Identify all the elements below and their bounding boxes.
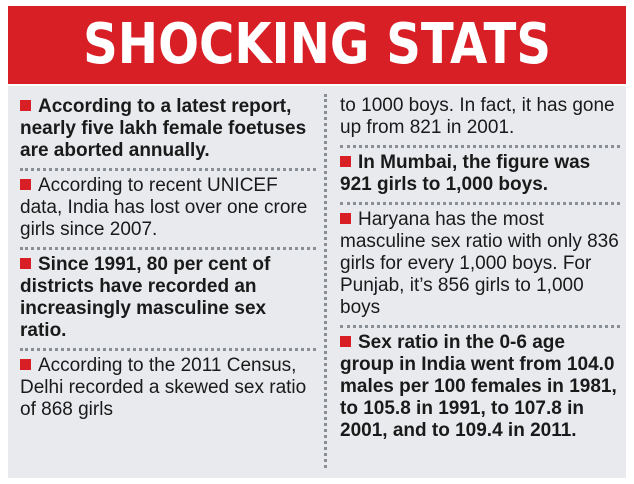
- bullet-square-icon: [20, 100, 31, 111]
- stat-text: to 1000 boys. In fact, it has gone up fr…: [340, 95, 615, 138]
- stat-text: According to a latest report, nearly fiv…: [20, 96, 307, 161]
- stat-item: In Mumbai, the figure was 921 girls to 1…: [340, 148, 620, 205]
- left-column: According to a latest report, nearly fiv…: [20, 92, 316, 427]
- header-banner: SHOCKING STATS: [8, 6, 626, 84]
- stat-text: Since 1991, 80 per cent of districts hav…: [20, 254, 271, 341]
- stat-item: According to recent UNICEF data, India h…: [20, 171, 316, 250]
- bullet-square-icon: [340, 213, 351, 224]
- stat-text: Haryana has the most masculine sex ratio…: [340, 209, 619, 318]
- stat-text: Sex ratio in the 0-6 age group in India …: [340, 332, 617, 441]
- stat-item: According to a latest report, nearly fiv…: [20, 92, 316, 171]
- right-column: to 1000 boys. In fact, it has gone up fr…: [340, 92, 620, 448]
- stat-text: In Mumbai, the figure was 921 girls to 1…: [340, 152, 591, 195]
- column-divider: [324, 94, 327, 468]
- bullet-square-icon: [20, 179, 31, 190]
- stat-text: According to the 2011 Census, Delhi reco…: [20, 355, 307, 420]
- stat-item: Sex ratio in the 0-6 age group in India …: [340, 328, 620, 448]
- bullet-square-icon: [340, 156, 351, 167]
- stat-item: Since 1991, 80 per cent of districts hav…: [20, 250, 316, 351]
- stat-item: According to the 2011 Census, Delhi reco…: [20, 351, 316, 427]
- stats-panel: According to a latest report, nearly fiv…: [8, 86, 626, 478]
- bullet-square-icon: [20, 359, 31, 370]
- stat-item-continued: to 1000 boys. In fact, it has gone up fr…: [340, 92, 620, 148]
- page-title: SHOCKING STATS: [82, 12, 551, 77]
- stat-text: According to recent UNICEF data, India h…: [20, 175, 308, 240]
- bullet-square-icon: [20, 258, 31, 269]
- stat-item: Haryana has the most masculine sex ratio…: [340, 205, 620, 328]
- bullet-square-icon: [340, 336, 351, 347]
